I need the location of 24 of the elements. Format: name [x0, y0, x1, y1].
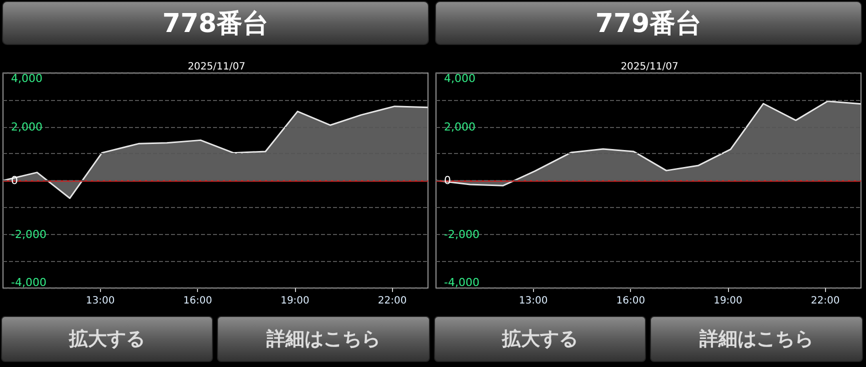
x-tick-label: 13:00 [86, 296, 115, 306]
x-tick-label: 16:00 [616, 296, 646, 306]
y-tick-label: -2,000 [11, 228, 46, 241]
y-tick-label: 4,000 [444, 72, 476, 85]
text: 詳細はこちら [650, 316, 863, 362]
y-tick-label: -4,000 [11, 276, 46, 289]
chart-subtitle: 2025/11/07 [188, 62, 246, 72]
y-tick-label: 2,000 [444, 120, 476, 134]
text: 拡大する [434, 316, 646, 362]
chart-title: 778番台 [2, 1, 429, 45]
x-tick-label: 19:00 [714, 296, 742, 306]
chart-subtitle: 2025/11/07 [620, 62, 678, 72]
x-tick-label: 16:00 [183, 296, 212, 306]
chart-title: 779番台 [435, 1, 862, 45]
x-tick-label: 22:00 [810, 296, 840, 306]
x-tick-label: 13:00 [518, 296, 548, 306]
x-tick-label: 22:00 [378, 296, 407, 306]
y-tick-label: 4,000 [11, 72, 42, 85]
x-tick-label: 19:00 [280, 296, 310, 306]
y-tick-label: 2,000 [11, 120, 42, 134]
y-tick-label: -2,000 [444, 228, 480, 241]
y-tick-label: -4,000 [444, 276, 480, 289]
text: 詳細はこちら [217, 316, 430, 362]
text: 拡大する [1, 316, 213, 362]
